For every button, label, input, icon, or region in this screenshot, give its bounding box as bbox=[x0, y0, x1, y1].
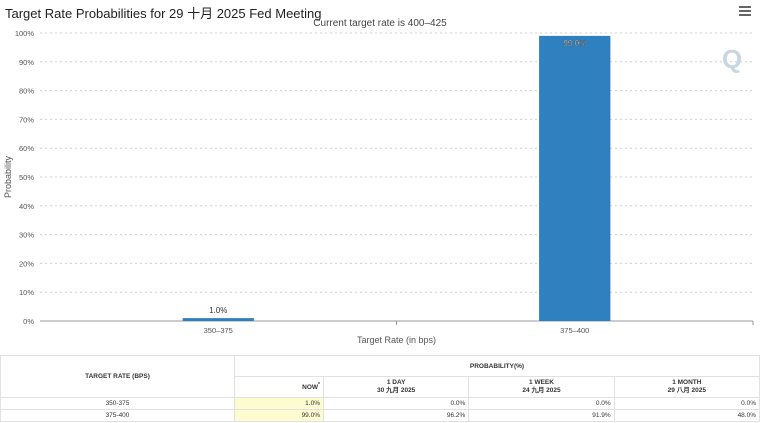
y-tick-label: 0% bbox=[23, 317, 34, 326]
y-tick-label: 30% bbox=[19, 231, 34, 240]
probability-table: TARGET RATE (BPS) PROBABILITY(%) NOW* 1 … bbox=[0, 355, 760, 422]
row-1-week: 0.0% bbox=[468, 397, 615, 410]
col-now: NOW* bbox=[234, 376, 324, 398]
y-tick-label: 90% bbox=[19, 58, 34, 67]
col-1-week: 1 WEEK 24 九月 2025 bbox=[468, 376, 615, 398]
table-row: 350-375 1.0% 0.0% 0.0% 0.0% bbox=[0, 397, 760, 410]
x-tick-label: 375–400 bbox=[560, 326, 589, 335]
table-row: 375-400 99.0% 96.2% 91.9% 48.0% bbox=[0, 409, 760, 422]
data-label: 99.0% bbox=[563, 39, 586, 48]
bar bbox=[182, 318, 254, 321]
col-probability: PROBABILITY(%) bbox=[234, 355, 760, 377]
y-axis-label: Probability bbox=[3, 155, 13, 198]
y-tick-label: 100% bbox=[15, 29, 35, 38]
col-target-rate: TARGET RATE (BPS) bbox=[0, 355, 235, 398]
data-label: 1.0% bbox=[209, 306, 227, 315]
row-rate: 350-375 bbox=[0, 397, 235, 410]
probability-chart: 0% 10% 20% 30% 40% 50% 60% 70% 80% 90% 100% Probabi… bbox=[3, 29, 754, 345]
row-1-week: 91.9% bbox=[468, 409, 615, 422]
y-tick-label: 20% bbox=[19, 259, 34, 268]
row-now: 99.0% bbox=[234, 409, 324, 422]
chart-subtitle: Current target rate is 400–425 bbox=[313, 18, 447, 29]
y-tick-label: 40% bbox=[19, 202, 34, 211]
col-1-month: 1 MONTH 29 八月 2025 bbox=[613, 376, 760, 398]
y-tick-label: 10% bbox=[19, 288, 34, 297]
quikstrike-watermark-icon: Q bbox=[722, 44, 743, 74]
row-now: 1.0% bbox=[234, 397, 324, 410]
row-1-day: 0.0% bbox=[322, 397, 470, 410]
x-tick-label: 350–375 bbox=[204, 326, 233, 335]
row-1-day: 96.2% bbox=[322, 409, 470, 422]
row-1-month: 0.0% bbox=[613, 397, 760, 410]
y-tick-label: 70% bbox=[19, 115, 34, 124]
y-tick-label: 60% bbox=[19, 144, 34, 153]
hamburger-menu-icon[interactable] bbox=[739, 6, 751, 17]
chart-title: Target Rate Probabilities for 29 十月 2025… bbox=[5, 6, 322, 21]
row-1-month: 48.0% bbox=[613, 409, 760, 422]
bar bbox=[539, 35, 611, 321]
col-1-day: 1 DAY 30 九月 2025 bbox=[322, 376, 470, 398]
y-tick-label: 80% bbox=[19, 87, 34, 96]
y-tick-label: 50% bbox=[19, 173, 34, 182]
row-rate: 375-400 bbox=[0, 409, 235, 422]
x-axis-label: Target Rate (in bps) bbox=[357, 335, 436, 345]
